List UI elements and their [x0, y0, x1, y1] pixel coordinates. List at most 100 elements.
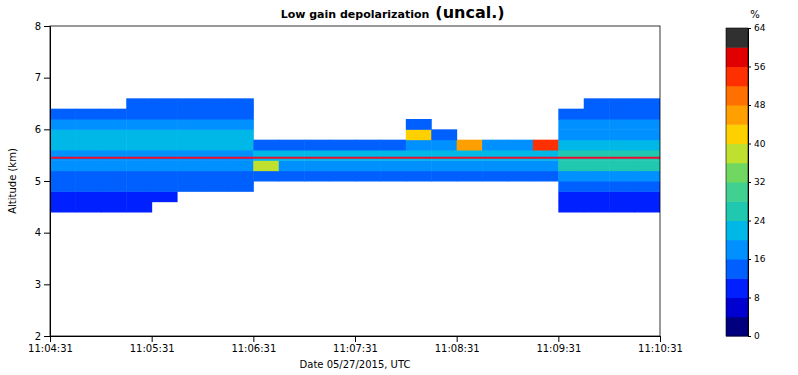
heat-cell	[75, 181, 101, 192]
heat-cell	[50, 191, 76, 202]
heat-cell	[558, 171, 584, 182]
heat-cell	[279, 171, 305, 182]
heat-cell	[558, 140, 584, 151]
heat-cell	[75, 109, 101, 120]
y-tick: 5	[35, 176, 50, 187]
x-axis-title: Date 05/27/2015, UTC	[300, 359, 411, 370]
x-axis: 11:04:3111:05:3111:06:3111:07:3111:08:31…	[28, 336, 683, 354]
colorbar-tick-mark	[748, 221, 751, 222]
heat-cell	[253, 150, 279, 161]
colorbar-segment	[726, 182, 748, 202]
x-tick: 11:05:31	[130, 336, 175, 354]
heat-cell	[101, 191, 127, 202]
heat-cell	[228, 129, 254, 140]
heat-cell	[50, 160, 76, 171]
colorbar-tick: 24	[748, 216, 766, 226]
colorbar-axis: 0816243240485664	[748, 23, 766, 341]
heat-cell	[101, 171, 127, 182]
heat-cell	[50, 181, 76, 192]
colorbar-tick-mark	[748, 144, 751, 145]
colorbar-segment	[726, 144, 748, 164]
heat-cell	[177, 119, 203, 130]
heat-cell	[508, 140, 534, 151]
heat-cell	[380, 140, 406, 151]
colorbar-segment	[726, 67, 748, 87]
y-tick: 6	[35, 124, 50, 135]
x-tick-mark	[50, 336, 51, 342]
x-tick-mark	[355, 336, 356, 342]
heat-cell	[126, 129, 152, 140]
heat-cell	[635, 191, 660, 202]
heat-cell	[152, 181, 178, 192]
heat-cell	[50, 202, 76, 213]
y-tick-mark	[44, 233, 50, 234]
colorbar-segment	[726, 317, 748, 337]
heat-cell	[431, 150, 457, 161]
heat-cell	[330, 171, 356, 182]
y-tick-mark	[44, 336, 50, 337]
heat-cell	[482, 160, 508, 171]
heat-cell	[457, 140, 483, 151]
y-tick-mark	[44, 181, 50, 182]
heat-cell	[406, 160, 432, 171]
heat-cell	[508, 171, 534, 182]
heat-cell	[75, 150, 101, 161]
heat-cell	[635, 160, 660, 171]
title: Low gain depolarization	[281, 8, 430, 21]
heat-cell	[203, 181, 229, 192]
x-tick-mark	[253, 336, 254, 342]
heat-cell	[75, 191, 101, 202]
x-tick-label: 11:06:31	[231, 343, 276, 354]
heat-cell	[152, 171, 178, 182]
heat-cell	[558, 202, 584, 213]
x-tick-label: 11:07:31	[333, 343, 378, 354]
heat-cell	[279, 160, 305, 171]
heat-cell	[177, 109, 203, 120]
heat-cell	[609, 202, 635, 213]
heat-cell	[203, 160, 229, 171]
heat-cell	[406, 119, 432, 130]
colorbar-tick-label: 0	[754, 331, 760, 341]
heat-cell	[635, 129, 660, 140]
heat-cell	[75, 140, 101, 151]
heat-cell	[203, 140, 229, 151]
y-tick: 3	[35, 279, 50, 290]
colorbar-tick-label: 48	[754, 100, 766, 110]
colorbar-segment	[726, 105, 748, 125]
colorbar-tick: 56	[748, 62, 766, 72]
heat-cell	[228, 109, 254, 120]
colorbar-segment	[726, 221, 748, 241]
heat-cell	[126, 119, 152, 130]
heat-cell	[177, 181, 203, 192]
heat-cell	[75, 202, 101, 213]
heat-cell	[533, 160, 559, 171]
plot-frame	[50, 26, 660, 336]
heat-cell	[635, 150, 660, 161]
heat-cell	[152, 119, 178, 130]
heat-cell	[75, 171, 101, 182]
colorbar-segment	[726, 298, 748, 318]
heat-cell	[635, 98, 660, 109]
colorbar-segment	[726, 124, 748, 144]
heat-cell	[177, 160, 203, 171]
colorbar-tick: 64	[748, 23, 766, 33]
heat-cell	[635, 171, 660, 182]
colorbar-frame	[726, 28, 748, 336]
heat-cell	[609, 171, 635, 182]
x-tick-label: 11:09:31	[536, 343, 581, 354]
heat-cell	[152, 160, 178, 171]
altitude-line	[50, 157, 660, 159]
x-tick: 11:06:31	[231, 336, 276, 354]
heat-cell	[635, 181, 660, 192]
heat-cell	[101, 129, 127, 140]
heat-cell	[584, 191, 610, 202]
heat-cell	[203, 109, 229, 120]
heat-cell	[101, 181, 127, 192]
colorbar-tick-mark	[748, 67, 751, 68]
plot-area	[50, 98, 660, 212]
heat-cell	[50, 119, 76, 130]
colorbar-segment	[726, 86, 748, 106]
colorbar-tick-mark	[748, 336, 751, 337]
x-tick-mark	[457, 336, 458, 342]
x-tick-mark	[660, 336, 661, 342]
